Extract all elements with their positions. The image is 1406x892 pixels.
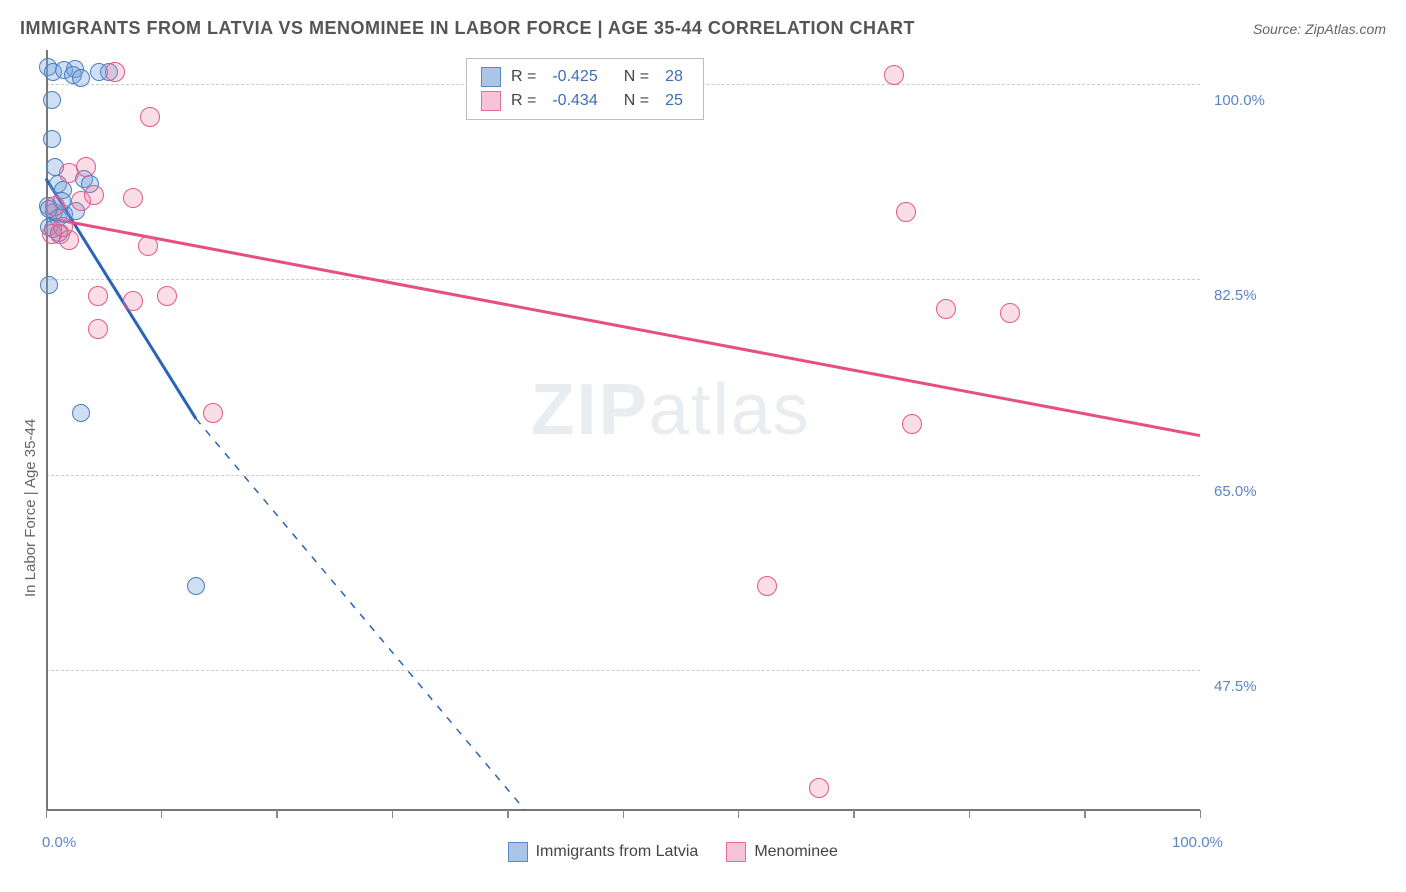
point-menominee	[809, 778, 829, 798]
x-tick	[507, 810, 509, 818]
point-latvia	[72, 404, 90, 422]
legend-swatch-latvia-bottom	[508, 842, 528, 862]
y-tick-label: 100.0%	[1214, 92, 1265, 109]
point-menominee	[157, 286, 177, 306]
legend-stat-latvia: R = -0.425 N = 28	[481, 65, 689, 89]
n-label: N =	[624, 89, 649, 113]
point-menominee	[138, 236, 158, 256]
x-tick	[1084, 810, 1086, 818]
point-menominee	[1000, 303, 1020, 323]
r-value: -0.434	[552, 89, 597, 113]
point-menominee	[902, 414, 922, 434]
regression-dash-latvia	[196, 419, 525, 810]
legend-item-latvia: Immigrants from Latvia	[508, 842, 699, 862]
y-tick-label: 82.5%	[1214, 287, 1257, 304]
point-menominee	[123, 188, 143, 208]
r-label: R =	[511, 65, 536, 89]
n-value: 28	[665, 65, 683, 89]
x-tick	[276, 810, 278, 818]
point-menominee	[140, 107, 160, 127]
x-tick	[392, 810, 394, 818]
y-tick-label: 65.0%	[1214, 483, 1257, 500]
legend-stat-menominee: R = -0.434 N = 25	[481, 89, 689, 113]
x-tick	[969, 810, 971, 818]
legend-correlation: R = -0.425 N = 28 R = -0.434 N = 25	[466, 58, 704, 120]
legend-label: Immigrants from Latvia	[536, 843, 699, 861]
x-tick	[1200, 810, 1202, 818]
point-menominee	[896, 202, 916, 222]
r-label: R =	[511, 89, 536, 113]
chart-title: IMMIGRANTS FROM LATVIA VS MENOMINEE IN L…	[20, 18, 915, 39]
x-tick	[46, 810, 48, 818]
n-value: 25	[665, 89, 683, 113]
n-label: N =	[624, 65, 649, 89]
title-bar: IMMIGRANTS FROM LATVIA VS MENOMINEE IN L…	[20, 18, 1386, 39]
point-menominee	[123, 291, 143, 311]
y-axis-label: In Labor Force | Age 35-44	[22, 419, 39, 597]
x-tick-label: 100.0%	[1172, 834, 1223, 851]
legend-swatch-menominee	[481, 91, 501, 111]
x-tick	[623, 810, 625, 818]
legend-item-menominee: Menominee	[726, 842, 838, 862]
point-latvia	[72, 69, 90, 87]
y-tick-label: 47.5%	[1214, 678, 1257, 695]
point-menominee	[884, 65, 904, 85]
legend-swatch-latvia	[481, 67, 501, 87]
scatter-plot: 47.5%65.0%82.5%100.0%0.0%100.0%	[46, 50, 1296, 810]
regression-line-menominee	[46, 218, 1200, 436]
source-label: Source: ZipAtlas.com	[1253, 21, 1386, 37]
legend-label: Menominee	[754, 843, 838, 861]
point-menominee	[88, 286, 108, 306]
point-menominee	[53, 217, 73, 237]
x-tick	[161, 810, 163, 818]
r-value: -0.425	[552, 65, 597, 89]
legend-series: Immigrants from Latvia Menominee	[508, 842, 838, 862]
x-tick	[738, 810, 740, 818]
x-tick-label: 0.0%	[42, 834, 76, 851]
point-latvia	[43, 91, 61, 109]
x-tick	[853, 810, 855, 818]
legend-swatch-menominee-bottom	[726, 842, 746, 862]
